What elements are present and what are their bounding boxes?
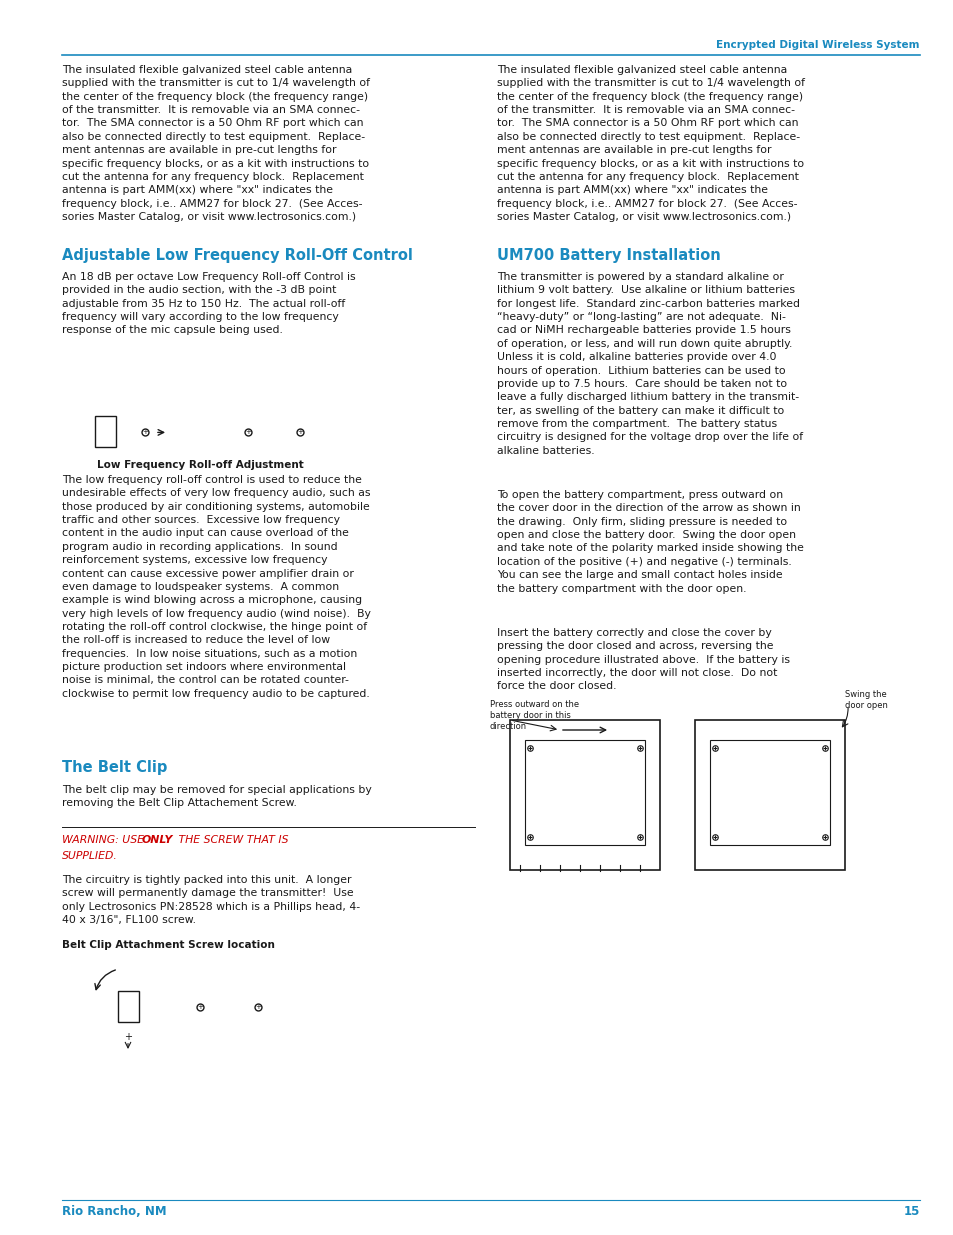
Text: THE SCREW THAT IS: THE SCREW THAT IS	[174, 835, 288, 845]
Text: SUPPLIED.: SUPPLIED.	[62, 851, 118, 861]
Bar	[510, 720, 659, 869]
Text: Belt Clip Attachment Screw location: Belt Clip Attachment Screw location	[62, 940, 274, 950]
Text: +: +	[296, 430, 303, 436]
Text: Insert the battery correctly and close the cover by
pressing the door closed and: Insert the battery correctly and close t…	[497, 629, 789, 692]
Text: Swing the
door open: Swing the door open	[844, 690, 887, 710]
Bar	[118, 992, 139, 1023]
Text: The low frequency roll-off control is used to reduce the
undesirable effects of : The low frequency roll-off control is us…	[62, 475, 371, 699]
Text: To open the battery compartment, press outward on
the cover door in the directio: To open the battery compartment, press o…	[497, 490, 803, 594]
Text: +: +	[254, 1004, 261, 1010]
Text: The transmitter is powered by a standard alkaline or
lithium 9 volt battery.  Us: The transmitter is powered by a standard…	[497, 272, 802, 456]
Text: The insulated flexible galvanized steel cable antenna
supplied with the transmit: The insulated flexible galvanized steel …	[62, 65, 370, 222]
Text: Encrypted Digital Wireless System: Encrypted Digital Wireless System	[716, 40, 919, 49]
Bar	[695, 720, 844, 869]
Text: The insulated flexible galvanized steel cable antenna
supplied with the transmit: The insulated flexible galvanized steel …	[497, 65, 804, 222]
Text: +: +	[245, 430, 251, 436]
Text: Press outward on the
battery door in this
direction: Press outward on the battery door in thi…	[490, 700, 578, 731]
Text: The Belt Clip: The Belt Clip	[62, 760, 167, 776]
Bar	[524, 740, 644, 845]
Text: The belt clip may be removed for special applications by
removing the Belt Clip : The belt clip may be removed for special…	[62, 785, 372, 809]
Bar	[95, 416, 116, 447]
Text: Low Frequency Roll-off Adjustment: Low Frequency Roll-off Adjustment	[96, 459, 303, 471]
Text: +: +	[197, 1004, 203, 1010]
Bar	[709, 740, 829, 845]
Text: Rio Rancho, NM: Rio Rancho, NM	[62, 1205, 167, 1218]
Text: The circuitry is tightly packed into this unit.  A longer
screw will permanently: The circuitry is tightly packed into thi…	[62, 876, 359, 925]
Text: +: +	[124, 1032, 132, 1042]
Text: An 18 dB per octave Low Frequency Roll-off Control is
provided in the audio sect: An 18 dB per octave Low Frequency Roll-o…	[62, 272, 355, 336]
Text: ONLY: ONLY	[142, 835, 173, 845]
Text: WARNING: USE: WARNING: USE	[62, 835, 148, 845]
Text: UM700 Battery Installation: UM700 Battery Installation	[497, 248, 720, 263]
Text: Adjustable Low Frequency Roll-Off Control: Adjustable Low Frequency Roll-Off Contro…	[62, 248, 413, 263]
Text: 15: 15	[902, 1205, 919, 1218]
Text: +: +	[142, 430, 148, 436]
